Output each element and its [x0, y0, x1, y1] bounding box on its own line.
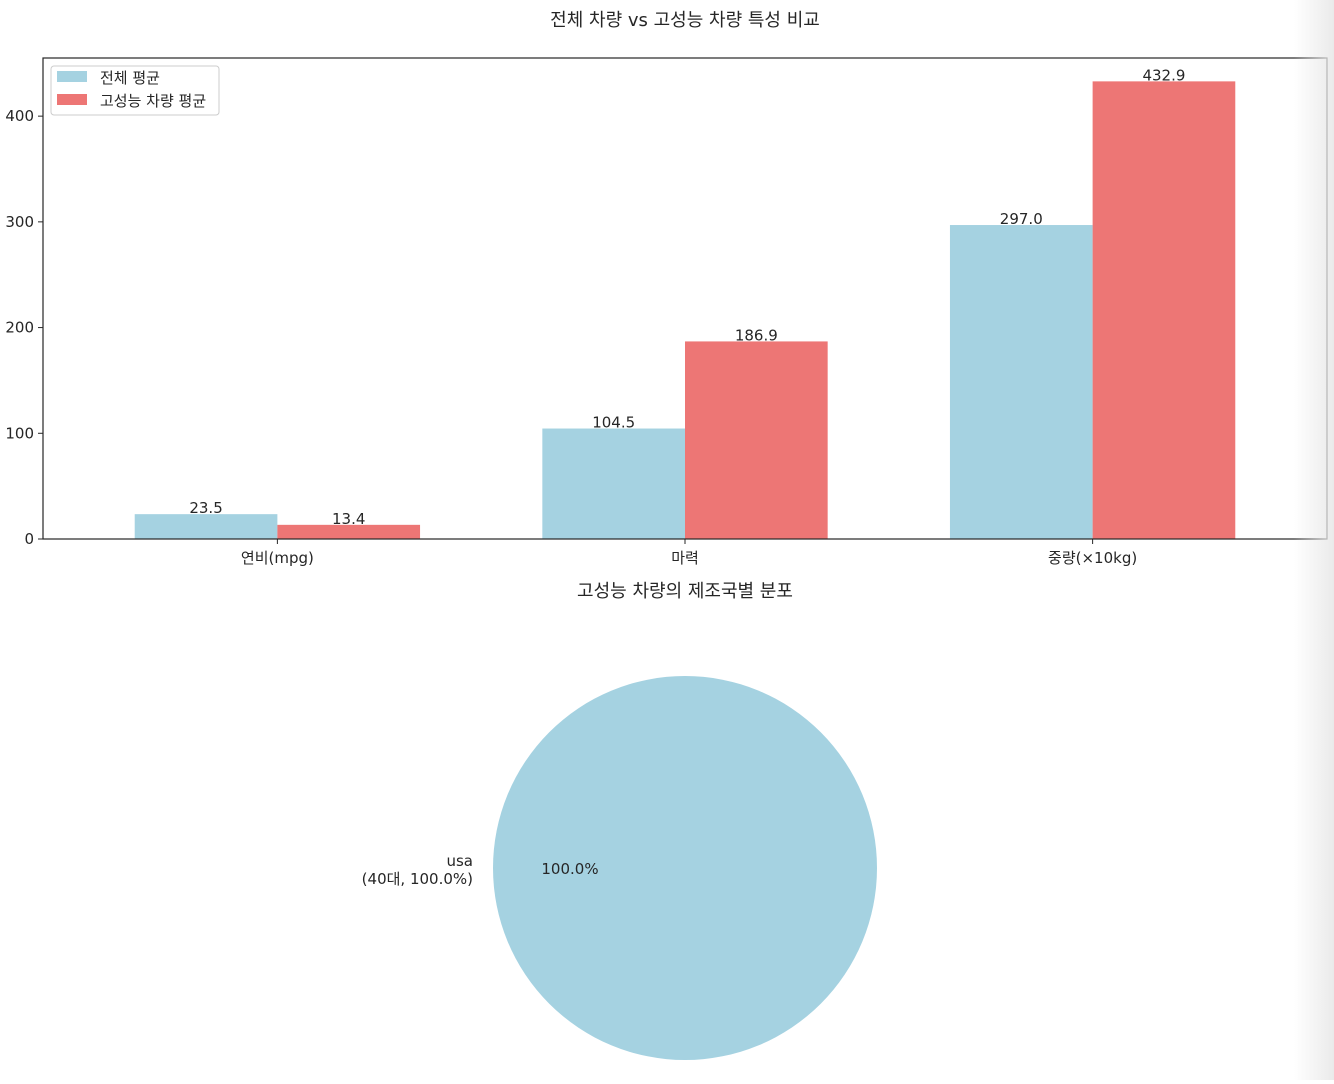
- window-edge-shadow: [1294, 0, 1334, 1080]
- y-tick-label-200: 200: [5, 319, 34, 337]
- bar-high-performance-1: [685, 341, 828, 539]
- x-tick-label-2: 중량(×10kg): [1048, 549, 1137, 567]
- legend-box: [50, 65, 220, 116]
- x-axis: 연비(mpg) 마력 중량(×10kg): [241, 539, 1137, 567]
- legend: 전체 평균 고성능 차량 평균: [50, 65, 220, 116]
- y-tick-label-400: 400: [5, 107, 34, 125]
- bar-chart-title: 전체 차량 vs 고성능 차량 특성 비교: [550, 10, 820, 31]
- bar-value-labels: 23.5 104.5 297.0 13.4 186.9 432.9: [189, 66, 1185, 527]
- bars-layer: [134, 81, 1236, 539]
- pie-slice-label-usa: usa: [446, 852, 473, 870]
- legend-label-overall: 전체 평균: [100, 69, 160, 87]
- pie-slice-usa: [493, 676, 877, 1060]
- bar-high-performance-2: [1092, 81, 1236, 539]
- bar-overall-0: [134, 514, 278, 539]
- bar-overall-2: [949, 225, 1093, 539]
- bar-high-performance-0: [277, 524, 421, 539]
- bar-value-label-0-1: 104.5: [592, 414, 635, 432]
- bar-overall-1: [542, 428, 685, 539]
- legend-swatch-overall: [57, 71, 87, 82]
- pie-slice-percent-usa: 100.0%: [541, 860, 598, 878]
- pie-chart-title: 고성능 차량의 제조국별 분포: [577, 581, 793, 602]
- legend-label-high-performance: 고성능 차량 평균: [100, 92, 206, 110]
- y-tick-label-100: 100: [5, 424, 34, 442]
- bar-value-label-1-0: 13.4: [332, 510, 365, 528]
- bar-value-label-0-0: 23.5: [189, 499, 222, 517]
- pie-layer: [493, 676, 877, 1060]
- x-tick-label-1: 마력: [671, 549, 699, 567]
- legend-swatch-high-performance: [57, 94, 87, 105]
- bar-value-label-1-1: 186.9: [735, 326, 778, 344]
- pie-slice-detail-usa: (40대, 100.0%): [362, 870, 473, 888]
- x-tick-label-0: 연비(mpg): [241, 549, 314, 567]
- bar-value-label-0-2: 297.0: [1000, 210, 1043, 228]
- y-tick-label-300: 300: [5, 213, 34, 231]
- bar-value-label-1-2: 432.9: [1142, 66, 1185, 84]
- y-axis: 0 100 200 300 400: [5, 107, 43, 548]
- y-tick-label-0: 0: [24, 530, 34, 548]
